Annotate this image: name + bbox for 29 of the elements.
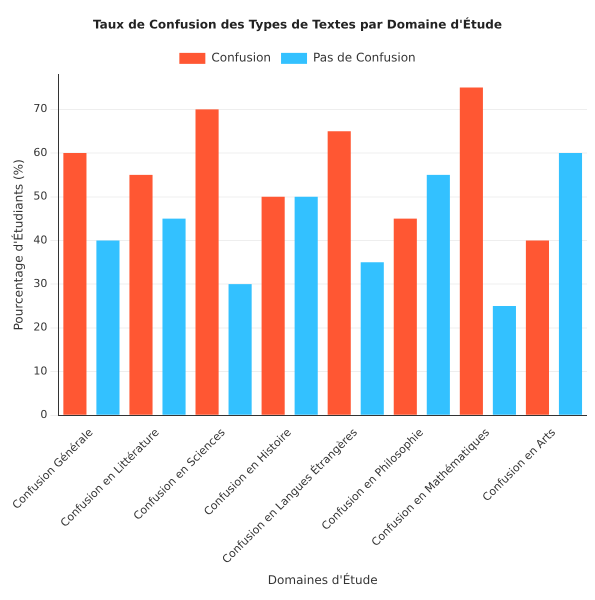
bar [394, 218, 417, 415]
bar [196, 109, 219, 415]
y-axis-title: Pourcentage d'Étudiants (%) [10, 159, 26, 330]
bar [96, 240, 120, 415]
bar [558, 153, 582, 415]
bar [328, 131, 351, 415]
bar [162, 218, 186, 415]
y-tick-label: 0 [40, 408, 48, 422]
y-tick-label: 40 [33, 233, 48, 246]
bar [129, 174, 153, 415]
bar [460, 88, 483, 415]
bar [294, 196, 318, 415]
y-tick-label: 30 [33, 277, 48, 290]
y-tick-label: 70 [33, 102, 48, 116]
y-tick-label: 50 [33, 190, 48, 203]
bar [526, 240, 550, 415]
bar [360, 262, 384, 415]
legend-label: Pas de Confusion [313, 50, 416, 65]
bar [492, 306, 516, 415]
legend-label: Confusion [211, 50, 272, 65]
y-tick-label: 60 [33, 146, 48, 159]
bar [426, 174, 450, 415]
bar [228, 284, 252, 415]
y-tick-label: 10 [33, 364, 48, 378]
x-axis-title: Domaines d'Étude [268, 572, 378, 587]
y-tick-label: 20 [33, 320, 48, 334]
bar [63, 153, 86, 415]
chart-title: Taux de Confusion des Types de Textes par Domaine d'Étude [93, 16, 502, 32]
bar [262, 196, 285, 415]
